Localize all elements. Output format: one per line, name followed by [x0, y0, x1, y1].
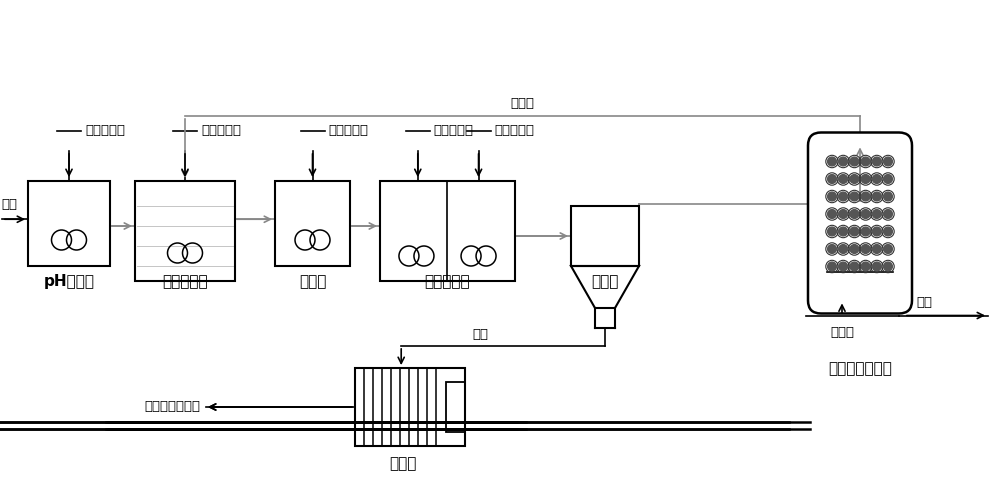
- Circle shape: [861, 157, 870, 166]
- Circle shape: [828, 262, 836, 271]
- Circle shape: [884, 245, 892, 253]
- Text: 聚合氯化铝: 聚合氯化铝: [434, 125, 474, 137]
- Circle shape: [861, 227, 870, 236]
- Text: 原水: 原水: [1, 198, 17, 211]
- Circle shape: [872, 227, 881, 236]
- Text: 氧化反应池: 氧化反应池: [162, 274, 208, 289]
- Circle shape: [839, 227, 848, 236]
- Circle shape: [884, 175, 892, 184]
- Bar: [446, 382, 465, 432]
- Bar: [275, 181, 350, 266]
- Circle shape: [839, 210, 848, 218]
- Circle shape: [850, 262, 859, 271]
- FancyBboxPatch shape: [808, 133, 912, 313]
- Text: 固渣: 固渣: [472, 328, 488, 341]
- Circle shape: [839, 192, 848, 201]
- Circle shape: [839, 262, 848, 271]
- Circle shape: [828, 192, 836, 201]
- Circle shape: [839, 245, 848, 253]
- Circle shape: [884, 192, 892, 201]
- Text: 酸碱储备液: 酸碱储备液: [85, 125, 125, 137]
- Text: 除磷树脂吸附塔: 除磷树脂吸附塔: [828, 361, 892, 376]
- Circle shape: [839, 157, 848, 166]
- Text: 聚丙烯酰胺: 聚丙烯酰胺: [495, 125, 535, 137]
- Circle shape: [872, 210, 881, 218]
- Text: 复配氧化剂: 复配氧化剂: [201, 125, 241, 137]
- Text: 混凝反应池: 混凝反应池: [425, 274, 470, 289]
- Circle shape: [884, 157, 892, 166]
- Circle shape: [872, 175, 881, 184]
- Circle shape: [884, 227, 892, 236]
- Circle shape: [861, 192, 870, 201]
- Circle shape: [850, 227, 859, 236]
- Bar: [380, 181, 515, 281]
- Circle shape: [828, 227, 836, 236]
- Circle shape: [872, 245, 881, 253]
- Text: 沉淀池: 沉淀池: [591, 274, 619, 289]
- Circle shape: [884, 210, 892, 218]
- Circle shape: [884, 262, 892, 271]
- Circle shape: [861, 245, 870, 253]
- Circle shape: [850, 192, 859, 201]
- Circle shape: [861, 262, 870, 271]
- Bar: [355, 368, 465, 446]
- Text: 压滤机: 压滤机: [390, 456, 417, 471]
- Text: 酸碱储备液: 酸碱储备液: [328, 125, 368, 137]
- Circle shape: [861, 210, 870, 218]
- Text: 中间池: 中间池: [299, 274, 326, 289]
- Circle shape: [850, 175, 859, 184]
- Circle shape: [850, 157, 859, 166]
- Circle shape: [839, 175, 848, 184]
- Text: 脱附剂: 脱附剂: [830, 326, 854, 338]
- Text: 脱附液: 脱附液: [511, 97, 534, 110]
- Circle shape: [861, 175, 870, 184]
- Text: 固体废物填埋场: 固体废物填埋场: [144, 401, 200, 413]
- Bar: [135, 181, 235, 281]
- Text: 出水: 出水: [916, 297, 932, 309]
- Text: pH调节池: pH调节池: [44, 274, 94, 289]
- Bar: [28, 181, 110, 266]
- Circle shape: [828, 157, 836, 166]
- Circle shape: [850, 210, 859, 218]
- Circle shape: [872, 192, 881, 201]
- Circle shape: [828, 245, 836, 253]
- Bar: [571, 206, 639, 266]
- Circle shape: [850, 245, 859, 253]
- Circle shape: [872, 157, 881, 166]
- Circle shape: [828, 175, 836, 184]
- Circle shape: [872, 262, 881, 271]
- Circle shape: [828, 210, 836, 218]
